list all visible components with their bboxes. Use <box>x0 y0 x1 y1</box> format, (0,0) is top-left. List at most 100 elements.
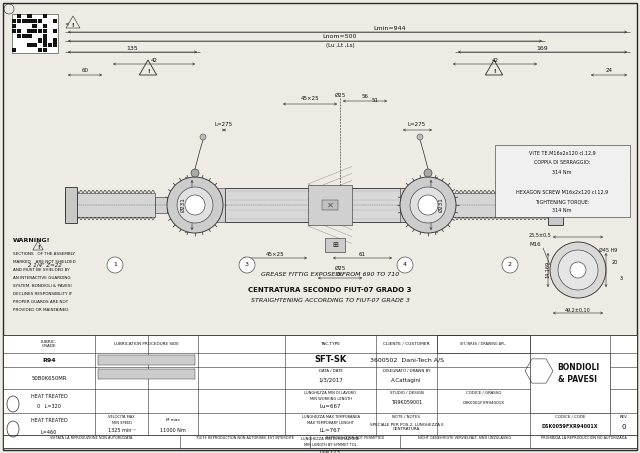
Text: CENTRATURA SECONDO FIUT-07 GRADO 3: CENTRATURA SECONDO FIUT-07 GRADO 3 <box>248 287 412 293</box>
Text: !: ! <box>72 23 74 28</box>
Bar <box>53 29 57 33</box>
Text: GREASE FITTIG EXPOSED FROM 690 TO 710: GREASE FITTIG EXPOSED FROM 690 TO 710 <box>261 273 399 278</box>
Text: 4: 4 <box>403 262 407 268</box>
Circle shape <box>417 134 423 140</box>
Bar <box>325 238 345 252</box>
Bar <box>22 34 27 38</box>
Text: SYSTEM. BONDIOLI & PAVESI: SYSTEM. BONDIOLI & PAVESI <box>13 284 72 288</box>
Bar <box>400 188 435 222</box>
Text: NICHT GENEHMIGTE VERVIELFALT. SIND UNZULASSIG: NICHT GENEHMIGTE VERVIELFALT. SIND UNZUL… <box>419 436 511 440</box>
Bar <box>12 24 17 28</box>
Bar <box>28 14 31 18</box>
Text: CODICE / CODE: CODICE / CODE <box>555 415 585 419</box>
Text: 3: 3 <box>620 275 623 280</box>
Bar <box>53 19 57 23</box>
Bar <box>33 43 36 48</box>
Circle shape <box>424 169 432 177</box>
Circle shape <box>239 257 255 273</box>
Bar <box>43 24 47 28</box>
Text: DATA / DATE: DATA / DATE <box>319 369 342 373</box>
Text: 2 1/4" Z=22: 2 1/4" Z=22 <box>28 262 62 268</box>
Circle shape <box>418 195 438 215</box>
Text: HEXAGON SCREW M16x2x120 cl.12,9: HEXAGON SCREW M16x2x120 cl.12,9 <box>516 189 608 194</box>
Bar <box>38 19 42 23</box>
Text: 42: 42 <box>150 58 157 63</box>
Text: 135: 135 <box>126 45 138 50</box>
Bar <box>38 29 42 33</box>
Circle shape <box>185 195 205 215</box>
Text: 24: 24 <box>605 68 612 73</box>
Text: LUBRIC.
GRADE: LUBRIC. GRADE <box>41 340 57 348</box>
Bar <box>43 29 47 33</box>
Text: PROVIDED OR MAINTAINED.: PROVIDED OR MAINTAINED. <box>13 308 70 312</box>
Bar <box>43 39 47 43</box>
Text: Ls=773: Ls=773 <box>320 450 341 453</box>
Bar <box>17 19 22 23</box>
Text: L=275: L=275 <box>408 122 426 127</box>
Bar <box>448 197 453 213</box>
Bar <box>12 14 58 53</box>
Text: !: ! <box>36 246 39 251</box>
Circle shape <box>200 134 206 140</box>
Bar <box>28 19 31 23</box>
Circle shape <box>570 262 586 278</box>
Circle shape <box>550 242 606 298</box>
Text: TAC-TYPE: TAC-TYPE <box>321 342 340 346</box>
Bar <box>98 369 195 379</box>
Bar <box>530 353 610 413</box>
Text: ✕: ✕ <box>326 201 333 209</box>
Bar <box>3 335 637 448</box>
Text: MIN SPEED: MIN SPEED <box>111 421 131 425</box>
Bar <box>17 34 22 38</box>
Text: Ø231: Ø231 <box>438 198 444 212</box>
Text: CLIENTE / CUSTOMER: CLIENTE / CUSTOMER <box>383 342 430 346</box>
Bar <box>65 193 155 217</box>
Text: TR9K059001: TR9K059001 <box>391 400 422 405</box>
Bar <box>437 335 530 353</box>
Bar <box>225 188 435 222</box>
Text: (Lu ,Lt ,Ls): (Lu ,Lt ,Ls) <box>326 43 355 48</box>
Text: DISEGNATO / DRAWN BY: DISEGNATO / DRAWN BY <box>383 369 430 373</box>
Bar <box>17 14 22 18</box>
Text: VIETATA LA RIPRODUZIONE NON AUTORIZZATA: VIETATA LA RIPRODUZIONE NON AUTORIZZATA <box>51 436 132 440</box>
Text: TOUTE REPRODUCTION NON AUTORISEE EST INTERDITE: TOUTE REPRODUCTION NON AUTORISEE EST INT… <box>195 436 294 440</box>
Bar <box>28 29 31 33</box>
Circle shape <box>167 177 223 233</box>
Text: HEAT TREATED: HEAT TREATED <box>31 418 67 423</box>
Text: 169: 169 <box>536 45 548 50</box>
Circle shape <box>107 257 123 273</box>
Text: 1/3/2017: 1/3/2017 <box>318 377 343 382</box>
Text: 1: 1 <box>113 262 117 268</box>
Circle shape <box>558 250 598 290</box>
Text: 2: 2 <box>508 262 512 268</box>
Text: CODICE / GRASSO: CODICE / GRASSO <box>466 391 501 395</box>
Text: 0: 0 <box>621 424 626 430</box>
Bar <box>548 185 563 225</box>
Circle shape <box>502 257 518 273</box>
Text: SIT,INRES / DRAWING APL.: SIT,INRES / DRAWING APL. <box>460 342 507 346</box>
Bar <box>28 34 31 38</box>
Text: L=275: L=275 <box>215 122 233 127</box>
Text: REV.: REV. <box>620 415 628 419</box>
Text: MIN LENGTH BY SYMMET TOL.: MIN LENGTH BY SYMMET TOL. <box>303 443 357 447</box>
Bar <box>322 200 338 210</box>
Text: PROPER GUARDS ARE NOT: PROPER GUARDS ARE NOT <box>13 300 68 304</box>
Text: 60: 60 <box>81 68 88 73</box>
Bar <box>155 197 167 213</box>
Text: Lmin=944: Lmin=944 <box>374 25 406 30</box>
Text: AND MUST BE SHIELDED BY: AND MUST BE SHIELDED BY <box>13 268 70 272</box>
Bar <box>308 185 352 225</box>
Text: BONDIOLI: BONDIOLI <box>557 362 599 371</box>
Bar <box>12 29 17 33</box>
Bar <box>12 19 17 23</box>
Text: Ø25: Ø25 <box>334 265 346 270</box>
Text: LUBRICATION PROCEDURE SIDE: LUBRICATION PROCEDURE SIDE <box>114 342 179 346</box>
Text: 3: 3 <box>245 262 249 268</box>
Text: ⊞: ⊞ <box>332 242 338 248</box>
Text: PROHIBIDA LA REPRODUCCION NO AUTORIZADA: PROHIBIDA LA REPRODUCCION NO AUTORIZADA <box>541 436 627 440</box>
Bar <box>53 39 57 43</box>
Text: Ø45 H9: Ø45 H9 <box>599 247 617 252</box>
Bar <box>33 29 36 33</box>
Bar <box>38 48 42 53</box>
Bar <box>53 43 57 48</box>
